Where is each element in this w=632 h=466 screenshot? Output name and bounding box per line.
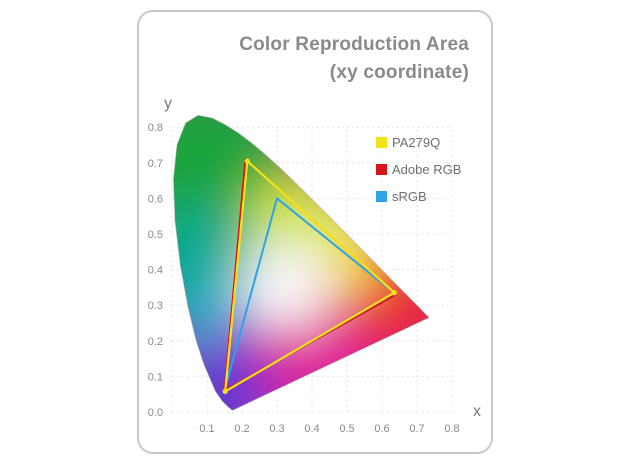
legend-swatch (376, 191, 387, 202)
y-tick-label: 0.0 (148, 407, 163, 419)
tick-labels: 0.1 0.2 0.3 0.4 0.5 0.6 0.7 0.8 0.0 0.1 0.2 0.3 0.4 0… (148, 122, 460, 435)
gamut-triangles (222, 158, 397, 394)
y-tick-label: 0.6 (148, 193, 163, 205)
y-tick-label: 0.2 (148, 336, 163, 348)
primary-point (391, 290, 397, 296)
y-tick-label: 0.1 (148, 371, 163, 383)
x-tick-label: 0.6 (374, 423, 389, 435)
x-tick-label: 0.2 (234, 423, 249, 435)
x-tick-label: 0.3 (269, 423, 284, 435)
primary-point (244, 158, 250, 164)
primary-point (222, 388, 228, 394)
x-tick-label: 0.8 (444, 423, 459, 435)
x-tick-label: 0.7 (409, 423, 424, 435)
y-tick-label: 0.4 (148, 265, 163, 277)
chart-subtitle: (xy coordinate) (329, 62, 469, 83)
gamut-triangle (224, 159, 396, 393)
color-blob (245, 266, 302, 323)
y-tick-label: 0.3 (148, 300, 163, 312)
chart-title: Color Reproduction Area (239, 34, 469, 55)
legend-label: PA279Q (392, 135, 440, 150)
y-axis-label: y (164, 95, 172, 112)
legend: PA279Q Adobe RGB sRGB (376, 135, 461, 204)
y-tick-label: 0.8 (148, 122, 163, 134)
legend-label: Adobe RGB (392, 162, 461, 177)
y-tick-label: 0.7 (148, 158, 163, 170)
x-tick-label: 0.4 (304, 423, 319, 435)
y-tick-label: 0.5 (148, 229, 163, 241)
x-tick-label: 0.1 (199, 423, 214, 435)
x-axis-label: x (473, 403, 481, 420)
spectral-locus-outline (173, 114, 430, 411)
legend-swatch (376, 137, 387, 148)
legend-label: sRGB (392, 189, 427, 204)
legend-swatch (376, 164, 387, 175)
x-tick-label: 0.5 (339, 423, 354, 435)
